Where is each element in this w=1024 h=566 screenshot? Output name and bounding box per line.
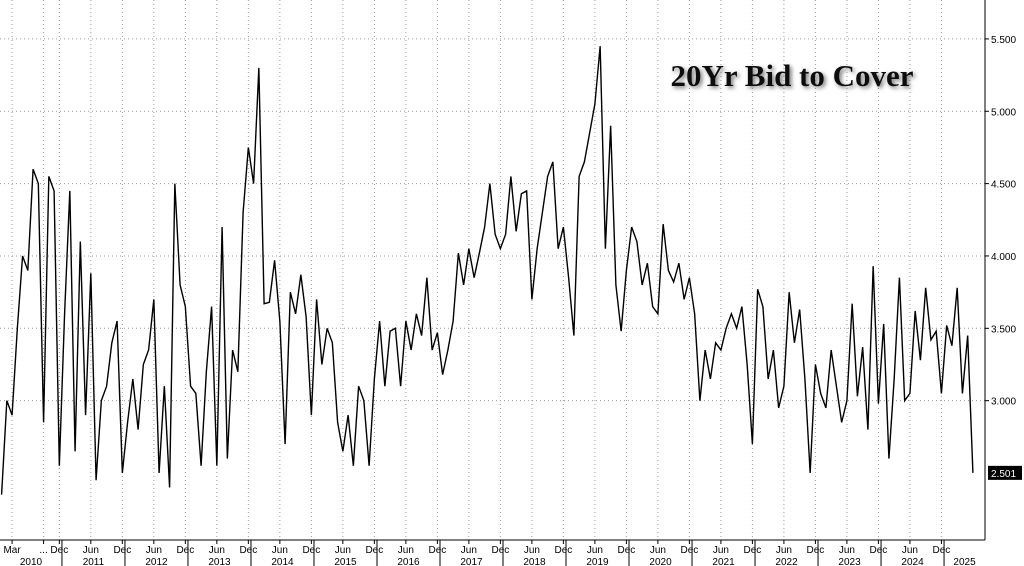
year-label: 2019 (586, 557, 609, 566)
y-tick-label: 4.500 (991, 180, 1016, 191)
x-tick-label: ... (39, 545, 47, 556)
x-tick-label: Jun (398, 545, 414, 556)
y-tick-label: 3.000 (991, 397, 1016, 408)
x-tick-label: Jun (83, 545, 99, 556)
x-tick-label: Dec (176, 545, 194, 556)
year-label: 2013 (208, 557, 231, 566)
x-tick-label: Dec (50, 545, 68, 556)
x-tick-label: Jun (461, 545, 477, 556)
year-label: 2024 (901, 557, 924, 566)
year-label: 2017 (460, 557, 483, 566)
y-tick-label: 4.000 (991, 252, 1016, 263)
x-tick-label: Jun (839, 545, 855, 556)
x-tick-label: Jun (776, 545, 792, 556)
x-tick-label: Jun (650, 545, 666, 556)
year-label: 2010 (20, 557, 43, 566)
line (0, 46, 974, 495)
year-label: 2016 (397, 557, 420, 566)
y-tick-label: 3.500 (991, 324, 1016, 335)
year-label: 2023 (838, 557, 861, 566)
x-tick-label: Dec (302, 545, 320, 556)
x-tick-label: Jun (713, 545, 729, 556)
x-tick-label: Dec (744, 545, 762, 556)
year-label: 2014 (271, 557, 294, 566)
x-tick-label: Dec (680, 545, 698, 556)
x-tick-label: Jun (524, 545, 540, 556)
x-tick-label: Jun (587, 545, 603, 556)
year-label: 2011 (83, 557, 105, 566)
x-tick-label: Jun (902, 545, 918, 556)
last-value-label: 2.501 (991, 469, 1016, 480)
chart-title: 20Yr Bid to Cover (670, 58, 913, 93)
x-tick-label: Dec (807, 545, 825, 556)
x-tick-label: Dec (617, 545, 635, 556)
year-label: 2015 (334, 557, 357, 566)
x-tick-label: Dec (113, 545, 131, 556)
last-value-box (988, 465, 1022, 480)
y-tick-label: 5.000 (991, 107, 1016, 118)
x-tick-label: Jun (146, 545, 162, 556)
year-label: 2018 (523, 557, 546, 566)
year-label: 2025 (953, 557, 976, 566)
x-tick-label: Mar (3, 545, 21, 556)
year-label: 2022 (775, 557, 798, 566)
year-label: 2012 (145, 557, 168, 566)
year-label: 2020 (649, 557, 672, 566)
x-tick-label: Jun (209, 545, 225, 556)
x-tick-label: Dec (428, 545, 446, 556)
x-tick-label: Dec (365, 545, 383, 556)
x-tick-label: Jun (335, 545, 351, 556)
y-tick-label: 5.500 (991, 35, 1016, 46)
year-label: 2021 (712, 557, 735, 566)
x-tick-label: Jun (272, 545, 288, 556)
x-tick-label: Dec (554, 545, 572, 556)
x-tick-label: Dec (870, 545, 888, 556)
x-tick-label: Dec (491, 545, 509, 556)
x-tick-label: Dec (239, 545, 257, 556)
x-tick-label: Dec (933, 545, 951, 556)
